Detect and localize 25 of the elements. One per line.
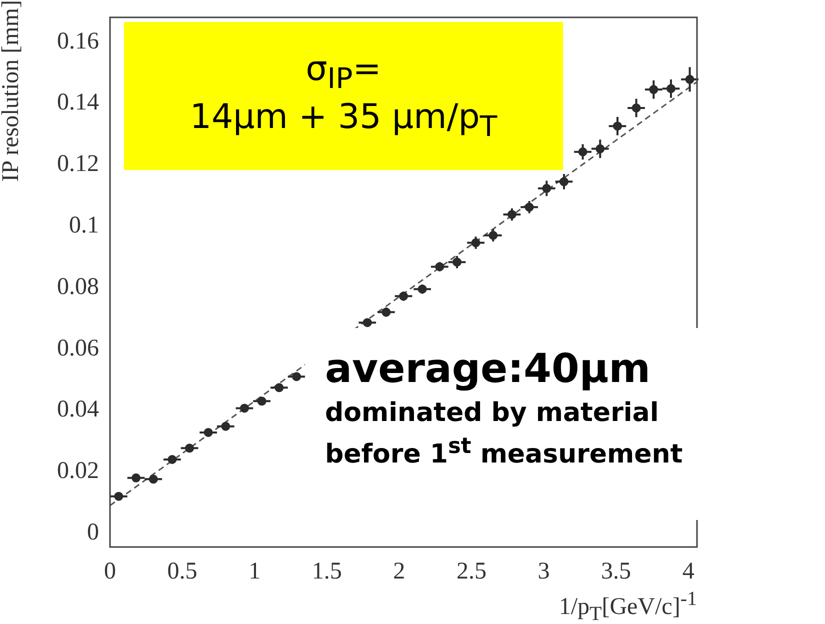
y-tick-label: 0.14: [57, 90, 99, 116]
y-axis-title: IP resolution [mm]: [0, 0, 25, 184]
y-tick-label: 0.16: [57, 28, 99, 54]
y-tick-label: 0: [87, 519, 99, 546]
x-tick-label: 3: [538, 558, 550, 585]
y-tick-label: 0.1: [69, 212, 99, 238]
y-tick-label: 0.04: [57, 396, 99, 423]
x-tick-label: 4: [682, 558, 694, 585]
annotation: before 1$^{st}$ measurement: [325, 434, 684, 470]
y-tick-label: 0.12: [57, 151, 99, 178]
formula-box: σ$_{IP}$= 14μm + 35 μm/p$_{T}$: [124, 22, 563, 170]
x-tick-label: 0.5: [167, 558, 198, 585]
x-tick-label: 1.5: [312, 558, 342, 585]
annotation: σ$_{IP}$= 14μm + 35 μm/p$_{T}$: [190, 48, 498, 144]
annotation: average:40μm: [325, 346, 652, 392]
y-tick-label: 0.06: [57, 335, 99, 362]
x-tick-label: 0: [104, 558, 116, 585]
y-tick-label: 0.08: [57, 274, 99, 300]
x-tick-label: 2: [393, 558, 406, 585]
x-tick-label: 1: [248, 558, 261, 585]
y-tick-label: 0.02: [57, 458, 99, 484]
x-tick-label: 2.5: [456, 558, 486, 585]
x-tick-label: 3.5: [601, 558, 632, 585]
annotation: dominated by material: [325, 398, 660, 428]
x-axis-title: 1/p$_{T}$[GeV/c]$^{-1}$: [558, 588, 697, 624]
